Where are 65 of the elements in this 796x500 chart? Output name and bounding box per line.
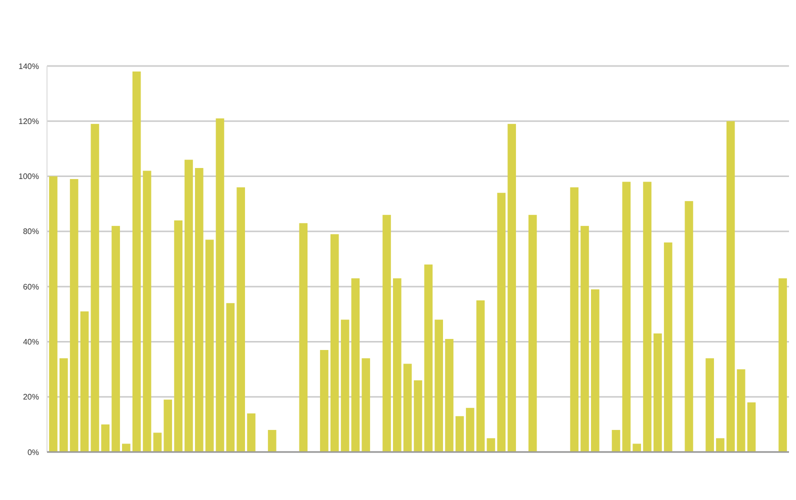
bar [226,303,235,452]
y-tick-label: 140% [18,62,39,71]
bar [456,416,464,452]
bar [726,121,735,452]
bar [632,444,642,452]
bar [528,214,537,452]
bar [299,223,308,452]
bar [392,278,402,452]
bar [132,72,141,452]
bar [320,350,328,452]
bar [362,358,370,452]
y-tick-label: 100% [18,172,39,182]
bar [570,187,578,452]
bar [424,264,433,452]
y-tick-label: 80% [22,227,39,236]
y-tick-label: 40% [22,338,39,347]
bar [716,438,724,452]
bar [268,430,276,452]
bar [174,220,182,452]
bar [247,413,256,452]
bar [654,333,662,452]
bar [508,124,516,452]
bar [612,430,620,452]
bar [184,160,193,452]
bar [684,201,694,452]
bar [466,408,474,452]
y-tick-label: 60% [22,282,39,292]
bar [382,214,391,452]
bar [445,338,454,452]
bar [622,182,631,452]
bar [778,278,787,452]
bar [164,400,172,452]
bar [101,424,110,452]
bar [216,118,224,452]
bar [142,170,152,452]
bar [90,124,100,452]
bar [153,432,162,452]
bar [497,192,506,452]
bar [112,226,120,452]
bar [70,179,78,452]
bar [403,364,412,452]
bar [664,242,672,452]
y-tick-label: 0% [27,448,39,457]
bar [205,240,214,452]
bar [580,226,589,452]
bar [736,369,746,452]
bar [414,380,422,452]
bar [122,444,130,452]
bar [330,234,339,452]
bar [590,289,600,452]
bar [706,358,714,452]
y-tick-label: 20% [22,392,39,402]
y-tick-label: 120% [18,116,39,126]
bar [60,358,68,452]
bar [340,320,350,452]
bar [80,311,89,452]
bar [643,182,652,452]
bar [351,278,360,452]
bar [476,300,485,452]
bar [747,402,756,452]
bar [194,168,204,452]
bar [486,438,496,452]
bar [236,187,246,452]
bar [434,320,444,452]
bar [49,176,58,452]
